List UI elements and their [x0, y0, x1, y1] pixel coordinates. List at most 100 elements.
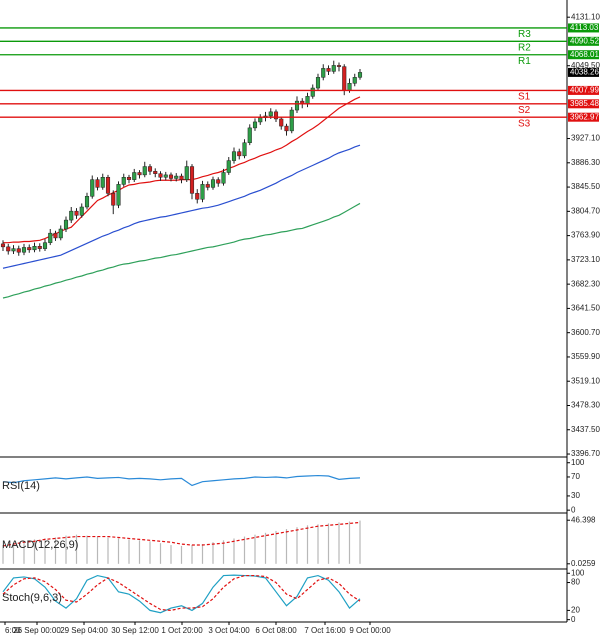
candle-body — [216, 179, 221, 184]
last-price: 4038.26 — [570, 68, 599, 77]
candle-body — [273, 111, 279, 120]
candle-body — [63, 219, 69, 230]
level-box — [568, 99, 599, 109]
macd-bar — [264, 532, 267, 564]
y-tick-label: 3641.50 — [571, 304, 600, 313]
candle-body — [48, 232, 53, 243]
candle-body — [21, 247, 27, 253]
candle-body — [16, 248, 21, 253]
level-label: R1 — [518, 56, 531, 67]
x-tick-label: 30 Sep 12:00 — [111, 626, 159, 635]
candle-body — [195, 193, 200, 200]
macd-signal — [2, 521, 361, 547]
macd-bar — [317, 524, 319, 564]
candle-body — [221, 172, 226, 184]
macd-bar — [107, 537, 109, 564]
x-tick-label: 7 Oct 16:00 — [304, 626, 346, 635]
y-tick-label: 3804.70 — [571, 206, 600, 215]
macd-bar — [191, 545, 193, 564]
rsi-line — [2, 474, 361, 487]
macd-bar — [12, 543, 15, 564]
level-value: 4090.52 — [570, 36, 599, 45]
macd-bar — [233, 538, 235, 564]
macd-bar — [128, 539, 130, 564]
x-tick-label: 3 Oct 04:00 — [208, 626, 250, 635]
indicator-label: RSI(14) — [2, 480, 40, 492]
macd-bar — [138, 540, 141, 564]
level-label: S2 — [518, 105, 531, 116]
level-value: 4007.99 — [570, 86, 599, 95]
y-tick-label: 3559.90 — [571, 352, 600, 361]
candle-body — [74, 210, 79, 216]
level-box — [568, 50, 599, 60]
candle-body — [279, 118, 284, 127]
candle-body — [205, 184, 210, 188]
level-label: R2 — [518, 42, 531, 53]
y-tick-label: 3478.30 — [571, 401, 600, 410]
level-box — [568, 85, 599, 95]
candle-body — [121, 177, 126, 185]
candle-body — [289, 109, 294, 132]
candle-body — [42, 242, 48, 249]
candle-body — [174, 175, 179, 179]
candle-body — [84, 196, 90, 208]
candle-body — [11, 248, 16, 252]
y-tick-label: 3845.50 — [571, 182, 600, 191]
candle-body — [336, 65, 342, 67]
level-label: S3 — [518, 118, 531, 129]
macd-bar — [306, 525, 309, 564]
candle-body — [342, 66, 347, 91]
y-tick-label: 0 — [571, 505, 576, 514]
candle-body — [284, 125, 289, 132]
candle-body — [247, 127, 252, 144]
candle-body — [326, 68, 331, 72]
y-tick-label: 3396.70 — [571, 449, 600, 458]
candle-body — [310, 87, 315, 97]
y-tick-label: 3886.30 — [571, 158, 600, 167]
candle-body — [153, 171, 158, 174]
candle-body — [116, 184, 121, 206]
macd-bar — [44, 538, 46, 564]
level-value: 3985.48 — [570, 99, 599, 108]
macd-bar — [222, 540, 225, 564]
macd-bar — [96, 536, 99, 564]
indicator-label: Stoch(9,6,3) — [2, 592, 62, 604]
macd-bar — [296, 527, 298, 564]
macd-bar — [212, 542, 214, 564]
level-value: 3962.97 — [570, 112, 599, 121]
x-tick-label: 6:00 — [5, 626, 21, 635]
candle-body — [237, 151, 242, 157]
y-tick-label: 3723.10 — [571, 255, 600, 264]
macd-bar — [170, 545, 172, 564]
candle-body — [294, 100, 300, 111]
macd-bar — [86, 535, 88, 564]
level-box — [568, 36, 599, 46]
candle-body — [352, 77, 357, 84]
macd-bar — [65, 535, 67, 564]
y-tick-label: 0 — [571, 615, 576, 624]
y-tick-label: 100 — [571, 568, 585, 577]
candle-body — [105, 177, 111, 194]
candle-body — [210, 179, 216, 188]
macd-bar — [348, 521, 351, 564]
candle-body — [226, 160, 231, 173]
candle-body — [79, 206, 84, 216]
moving-average — [2, 202, 361, 299]
macd-bar — [149, 541, 151, 564]
level-label: S1 — [518, 92, 531, 103]
macd-bar — [159, 543, 162, 564]
y-tick-label: 3437.50 — [571, 425, 600, 434]
candle-body — [305, 96, 310, 105]
candle-body — [32, 246, 37, 251]
candle-body — [58, 228, 63, 239]
candle-body — [6, 246, 11, 252]
x-tick-label: 29 Sep 04:00 — [60, 626, 108, 635]
moving-average — [2, 144, 361, 269]
candle-body — [179, 175, 184, 180]
candle-body — [252, 121, 258, 129]
candle-body — [142, 166, 147, 176]
level-box — [568, 112, 599, 122]
candle-body — [258, 117, 263, 123]
